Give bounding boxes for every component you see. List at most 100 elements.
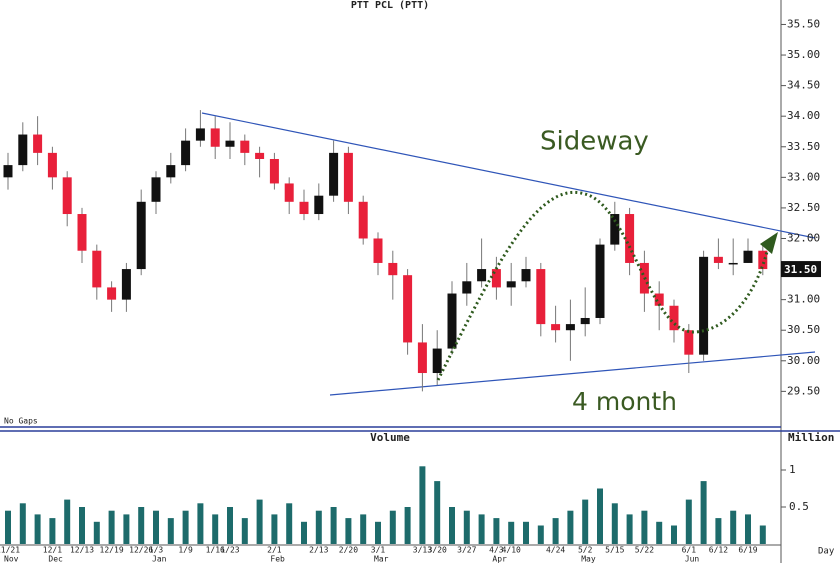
volume-bar [537, 525, 544, 544]
volume-bar [360, 514, 367, 544]
x-tick-label: 2/1 [267, 546, 282, 555]
volume-bar [34, 514, 41, 544]
volume-bar [197, 503, 204, 544]
volume-bar [626, 514, 633, 544]
volume-bar [64, 499, 71, 544]
note: No Gaps [4, 417, 38, 426]
arrowhead [760, 232, 778, 254]
volume-title: Volume [370, 431, 410, 444]
volume-bar [227, 507, 233, 544]
volume-unit: Million [788, 431, 834, 444]
candle-body [136, 201, 146, 270]
volume-bar [93, 521, 100, 544]
volume-bar [345, 518, 352, 544]
x-tick-label: 12/1 [43, 546, 62, 555]
month-label: Dec [48, 555, 63, 563]
volume-bar [182, 510, 189, 544]
volume-bar [552, 518, 559, 544]
candle-body [743, 250, 753, 263]
volume-bar [286, 503, 293, 544]
candle-body [388, 262, 398, 276]
volume-bar [656, 521, 663, 544]
candle-body [314, 195, 324, 215]
y-tick-label: 32.00 [787, 231, 820, 244]
candle-body [417, 342, 427, 374]
volume-bar [153, 510, 159, 544]
y-tick-label: 0.5 [789, 500, 809, 513]
x-tick-label: 6/1 [682, 546, 697, 555]
candle-body [3, 165, 13, 178]
y-tick-label: 34.00 [787, 109, 820, 122]
month-label: May [581, 555, 596, 563]
candle-body [551, 324, 561, 331]
volume-bar [271, 514, 278, 544]
candle-body [595, 244, 605, 318]
volume-bar [685, 499, 692, 544]
volume-bar [167, 518, 174, 544]
candle-body [728, 262, 738, 265]
x-tick-label: 1/23 [220, 546, 239, 555]
volume-bar [715, 518, 722, 544]
month-label: Jan [152, 555, 167, 563]
candle-body [432, 348, 442, 374]
candle-body [536, 269, 546, 325]
x-tick-label: 6/19 [738, 546, 757, 555]
volume-bar [759, 525, 766, 544]
candle-body [18, 134, 28, 166]
candle-body [77, 214, 87, 251]
candle-body [62, 177, 72, 215]
volume-bar [508, 521, 515, 544]
candle-body [329, 152, 339, 196]
x-tick-label: 1/3 [149, 546, 164, 555]
volume-bar [79, 507, 85, 544]
candle-body [462, 281, 472, 294]
candle-body [195, 128, 205, 141]
annotation: 4 month [572, 387, 677, 416]
y-tick-label: 30.50 [787, 323, 820, 336]
candle-body [92, 250, 102, 288]
candle-body [684, 330, 694, 355]
candle-body [669, 305, 679, 331]
x-tick-label: 5/2 [578, 546, 593, 555]
x-tick-label: 12/26 [129, 546, 153, 555]
x-tick-label: 2/13 [309, 546, 328, 555]
candle-body [491, 269, 501, 288]
candle-body [713, 256, 723, 263]
y-tick-label: 29.50 [787, 384, 820, 397]
y-tick-label: 35.00 [787, 48, 820, 61]
candle-body [625, 214, 635, 263]
price-tag-label: 31.50 [784, 263, 817, 276]
x-axis-label: Day [818, 547, 835, 557]
candle-body [107, 287, 117, 300]
x-tick-label: 5/22 [635, 546, 654, 555]
x-tick-label: 1/9 [178, 546, 193, 555]
volume-bar [301, 521, 307, 544]
volume-bar [138, 507, 145, 544]
x-tick-label: 12/19 [100, 546, 124, 555]
volume-bar [256, 499, 263, 544]
x-tick-label: 4/10 [502, 546, 521, 555]
month-label: Apr [492, 555, 507, 563]
volume-bar [597, 488, 603, 544]
volume-bar [493, 518, 500, 544]
x-tick-label: 12/13 [70, 546, 94, 555]
candle-body [699, 256, 709, 355]
candle-body [269, 158, 279, 184]
candle-body [373, 238, 383, 263]
x-tick-label: 1/16 [206, 546, 225, 555]
y-tick-label: 33.50 [787, 140, 820, 153]
volume-bar [315, 510, 322, 544]
month-label: Feb [270, 555, 285, 563]
x-tick-label: 4/3 [489, 546, 504, 555]
volume-bar [123, 514, 130, 544]
volume-bar [389, 510, 396, 544]
y-tick-label: 32.50 [787, 201, 820, 214]
candle-body [758, 250, 768, 270]
volume-bar [212, 514, 219, 544]
volume-bar [419, 466, 426, 544]
volume-bar [463, 510, 470, 544]
volume-bar [700, 481, 707, 544]
x-tick-label: 5/15 [605, 546, 624, 555]
x-tick-label: 11/21 [0, 546, 20, 555]
volume-bar [449, 507, 455, 544]
